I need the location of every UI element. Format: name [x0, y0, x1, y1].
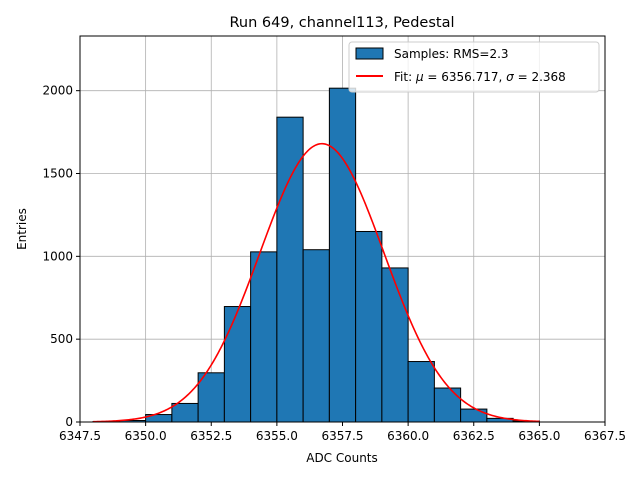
histogram-bar	[460, 408, 488, 423]
y-axis-label: Entries	[15, 208, 29, 250]
histogram-bar	[381, 267, 409, 423]
histogram-bar	[250, 251, 278, 423]
legend: Samples: RMS=2.3 Fit: μ = 6356.717, σ = …	[348, 41, 600, 93]
legend-label-fit: Fit: μ = 6356.717, σ = 2.368	[394, 70, 566, 84]
histogram-bar	[197, 372, 225, 423]
legend-swatch-samples	[355, 47, 384, 60]
histogram-bar	[171, 402, 199, 423]
y-tick-label: 500	[50, 332, 73, 346]
y-tick-label: 2000	[42, 84, 73, 98]
histogram-bar	[276, 116, 304, 423]
x-tick-label: 6360.0	[387, 429, 429, 443]
legend-box	[348, 41, 600, 93]
histogram-bars	[92, 87, 540, 423]
chart-title: Run 649, channel113, Pedestal	[229, 15, 454, 31]
y-tick-label: 1500	[42, 167, 73, 181]
y-tick-label: 1000	[42, 249, 73, 263]
y-tick-label: 0	[65, 415, 73, 429]
x-tick-label: 6355.0	[256, 429, 298, 443]
histogram-bar	[355, 230, 383, 423]
x-tick-label: 6365.0	[518, 429, 560, 443]
histogram-bar	[223, 306, 252, 423]
fit-curve-group	[93, 142, 540, 423]
x-tick-label: 6347.5	[59, 429, 101, 443]
legend-label-samples: Samples: RMS=2.3	[394, 47, 509, 61]
histogram-bar	[433, 387, 462, 423]
histogram-bar	[302, 249, 330, 423]
histogram-bar	[407, 361, 435, 423]
x-tick-label: 6350.0	[125, 429, 167, 443]
x-axis-label: ADC Counts	[306, 451, 378, 465]
y-axis-ticks: 0 500 1000 1500 2000	[42, 84, 80, 429]
x-tick-label: 6357.5	[322, 429, 364, 443]
histogram-bar	[328, 87, 357, 423]
fit-curve	[93, 142, 540, 423]
x-tick-label: 6362.5	[453, 429, 495, 443]
x-tick-label: 6367.5	[584, 429, 626, 443]
x-tick-label: 6352.5	[190, 429, 232, 443]
x-axis-ticks: 6347.5 6350.0 6352.5 6355.0 6357.5 6360.0 6362…	[59, 422, 626, 443]
